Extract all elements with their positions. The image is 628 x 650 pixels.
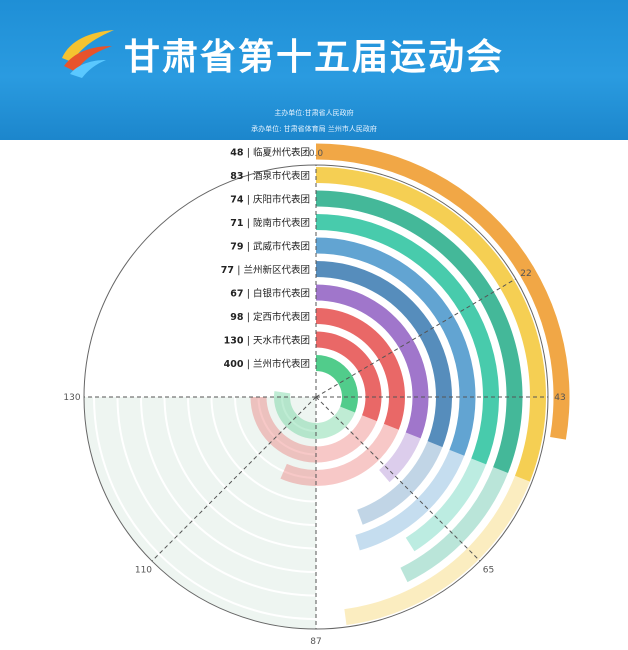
category-label: 48 | 临夏州代表团 <box>230 147 310 159</box>
category-label: 83 | 酒泉市代表团 <box>230 170 310 182</box>
bar-tail-兰州新区代表团 <box>357 441 443 525</box>
category-label: 74 | 庆阳市代表团 <box>230 194 310 206</box>
angle-gridline <box>315 396 481 562</box>
bar-定西市代表团 <box>316 308 406 430</box>
header-banner: 甘肃省第十五届运动会 主办单位:甘肃省人民政府 承办单位: 甘肃省体育局 兰州市… <box>0 0 628 140</box>
bar-tail-白银市代表团 <box>379 432 421 483</box>
angle-tick-label: 22 <box>520 269 531 279</box>
bar-tail-武威市代表团 <box>355 449 465 551</box>
page-title: 甘肃省第十五届运动会 <box>124 37 505 78</box>
category-label: 79 | 武威市代表团 <box>230 241 310 253</box>
bar-tail-庆阳市代表团 <box>400 467 508 583</box>
angle-tick-label: 0.0 <box>309 149 324 159</box>
bar-兰州新区代表团 <box>316 261 453 448</box>
bar-陇南市代表团 <box>316 214 500 465</box>
bar-tail-兰州市代表团 <box>274 391 356 439</box>
category-label: 98 | 定西市代表团 <box>230 311 310 323</box>
bar-兰州市代表团 <box>316 355 358 413</box>
angle-tick-label: 110 <box>135 566 152 576</box>
angle-gridline <box>315 278 516 398</box>
bar-白银市代表团 <box>316 284 429 439</box>
angle-tick-label: 43 <box>554 393 565 403</box>
bar-tail-定西市代表团 <box>280 423 399 487</box>
category-label: 71 | 陇南市代表团 <box>230 217 310 229</box>
angle-gridline <box>151 396 317 562</box>
category-label: 130 | 天水市代表团 <box>224 335 310 347</box>
bar-酒泉市代表团 <box>316 167 546 482</box>
organizer-text: 承办单位: 甘肃省体育局 兰州市人民政府 <box>251 125 377 133</box>
bar-tail-天水市代表团 <box>250 397 377 463</box>
category-label: 400 | 兰州市代表团 <box>224 358 310 370</box>
bar-tail-陇南市代表团 <box>405 458 487 552</box>
angle-tick-label: 87 <box>310 637 321 647</box>
games-logo-icon <box>62 30 114 78</box>
category-label: 67 | 白银市代表团 <box>230 288 310 300</box>
angle-tick-label: 65 <box>483 566 494 576</box>
host-text: 主办单位:甘肃省人民政府 <box>274 109 354 117</box>
radial-bar-chart: 0.0 22 43 65 87 110 130 48 | 临夏州代表团 83 | 酒泉市代表团… <box>63 143 570 647</box>
bar-庆阳市代表团 <box>316 190 523 474</box>
bar-武威市代表团 <box>316 237 476 456</box>
bar-天水市代表团 <box>316 331 382 422</box>
angle-tick-label: 130 <box>63 393 80 403</box>
bar-tail-酒泉市代表团 <box>344 475 530 625</box>
category-label: 77 | 兰州新区代表团 <box>221 264 310 276</box>
